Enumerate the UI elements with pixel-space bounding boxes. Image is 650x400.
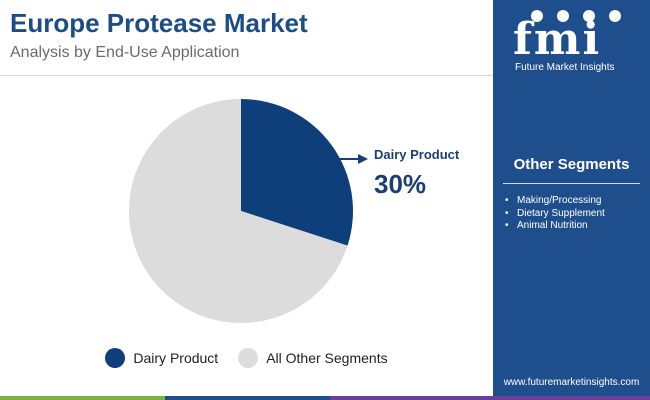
logo-food-icon xyxy=(557,10,569,22)
pie-chart-area: Dairy Product 30% xyxy=(0,80,493,390)
logo-person-icon xyxy=(583,10,595,22)
header-divider xyxy=(0,75,493,76)
pie-slice-dairy-product xyxy=(241,99,354,246)
sidebar: fmi Future Market Insights Other Segment… xyxy=(493,0,650,400)
bottom-color-bar xyxy=(0,396,650,400)
bottom-bar-green xyxy=(0,396,165,400)
legend-item-all-other-segments: All Other Segments xyxy=(238,348,388,368)
callout-value: 30% xyxy=(374,169,426,199)
segment-item: Making/Processing xyxy=(503,195,605,208)
other-segments-divider xyxy=(503,183,640,184)
legend-label: Dairy Product xyxy=(133,350,219,366)
callout-arrow-head xyxy=(358,154,368,164)
fmi-logo: fmi Future Market Insights xyxy=(505,8,638,76)
other-segments-title: Other Segments xyxy=(513,156,630,173)
bottom-bar-blue xyxy=(165,396,330,400)
logo-globe-icon xyxy=(531,10,543,22)
pie-chart: Dairy Product 30% xyxy=(129,99,460,323)
segment-item: Animal Nutrition xyxy=(503,220,605,233)
page-subtitle: Analysis by End-Use Application xyxy=(10,44,240,61)
bottom-bar-purple xyxy=(330,396,650,400)
callout: Dairy Product 30% xyxy=(336,147,460,199)
legend-item-dairy-product: Dairy Product xyxy=(105,348,218,368)
legend-swatch-dairy-product xyxy=(105,348,126,368)
logo-letters: fmi xyxy=(513,14,602,65)
segment-item: Dietary Supplement xyxy=(503,208,605,221)
title-block: Europe Protease Market Analysis by End-U… xyxy=(10,8,308,62)
legend: Dairy Product All Other Segments xyxy=(0,348,493,368)
pie-slice-all-other-segments xyxy=(129,99,348,323)
legend-swatch-all-other-segments xyxy=(238,348,259,368)
logo-leaf-icon xyxy=(609,10,621,22)
callout-label: Dairy Product xyxy=(374,147,460,162)
website-link[interactable]: www.futuremarketinsights.com xyxy=(503,377,640,388)
logo-tagline: Future Market Insights xyxy=(515,62,615,73)
other-segments-list: Making/Processing Dietary Supplement Ani… xyxy=(503,195,605,233)
page-title: Europe Protease Market xyxy=(10,8,308,38)
pie-slices xyxy=(129,99,354,323)
legend-label: All Other Segments xyxy=(266,350,388,366)
